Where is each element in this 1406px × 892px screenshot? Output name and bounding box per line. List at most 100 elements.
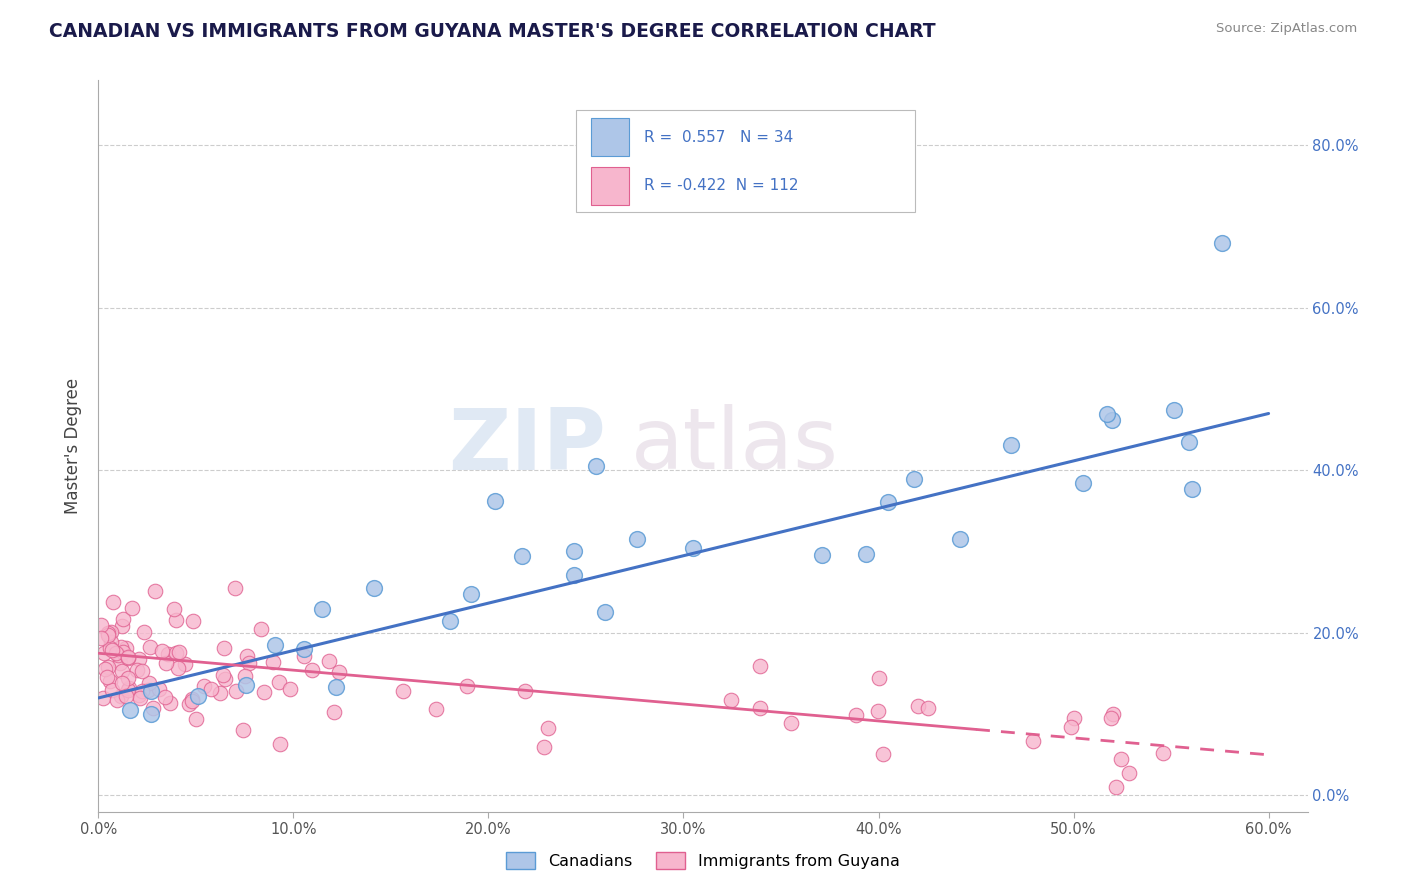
Point <box>120 703 142 717</box>
Point <box>1071 475 1094 490</box>
Point <box>94 662 117 676</box>
Point <box>184 713 207 727</box>
Y-axis label: Master's Degree: Master's Degree <box>65 378 83 514</box>
Point <box>845 708 868 723</box>
Point <box>363 581 385 595</box>
Point <box>117 671 139 685</box>
Point <box>110 640 132 655</box>
Point <box>328 665 350 680</box>
Point <box>749 700 772 714</box>
Point <box>1211 235 1233 250</box>
Point <box>484 493 506 508</box>
Point <box>224 581 246 595</box>
Point <box>100 624 122 639</box>
Point <box>212 641 235 656</box>
Point <box>107 648 129 663</box>
Point <box>214 672 236 686</box>
Text: ZIP: ZIP <box>449 404 606 488</box>
Point <box>562 543 585 558</box>
Point <box>318 654 340 668</box>
Point <box>903 472 925 486</box>
Point <box>1109 752 1132 766</box>
Point <box>301 663 323 677</box>
Point <box>211 668 233 682</box>
Point <box>91 691 114 706</box>
Point <box>949 532 972 546</box>
Point <box>425 702 447 716</box>
Point <box>593 606 616 620</box>
Point <box>456 680 478 694</box>
Point <box>510 549 533 563</box>
Point <box>1101 413 1123 427</box>
Point <box>174 657 197 671</box>
Point <box>855 547 877 561</box>
Point <box>1000 438 1022 452</box>
Point <box>292 649 315 664</box>
Point <box>1181 482 1204 496</box>
Point <box>101 683 124 698</box>
Point <box>159 696 181 710</box>
Point <box>392 683 415 698</box>
FancyBboxPatch shape <box>576 110 915 212</box>
Point <box>917 701 939 715</box>
Point <box>141 707 163 722</box>
Point <box>682 541 704 555</box>
Point <box>720 693 742 707</box>
Point <box>100 635 122 649</box>
Point <box>907 699 929 714</box>
Point <box>163 602 186 616</box>
Point <box>131 665 153 679</box>
Point <box>225 683 247 698</box>
Point <box>90 617 112 632</box>
Point <box>129 691 152 706</box>
Point <box>166 660 188 674</box>
Point <box>1022 734 1045 748</box>
Point <box>193 679 215 693</box>
Point <box>233 669 256 683</box>
Point <box>90 631 112 645</box>
Point <box>121 601 143 615</box>
Point <box>626 533 648 547</box>
Point <box>537 722 560 736</box>
Point <box>112 612 135 626</box>
Legend: Canadians, Immigrants from Guyana: Canadians, Immigrants from Guyana <box>501 846 905 875</box>
Point <box>117 682 139 697</box>
Point <box>1095 407 1118 421</box>
Point <box>232 723 254 738</box>
Point <box>169 644 191 658</box>
Point <box>145 583 167 598</box>
Point <box>115 640 138 655</box>
Point <box>253 685 276 699</box>
Point <box>98 640 121 655</box>
Text: R = -0.422  N = 112: R = -0.422 N = 112 <box>644 178 799 193</box>
Point <box>98 673 121 688</box>
Point <box>111 619 134 633</box>
Point <box>235 648 257 663</box>
Point <box>131 684 153 698</box>
Point <box>97 626 120 640</box>
Point <box>180 692 202 706</box>
Point <box>111 664 134 678</box>
Point <box>1063 711 1085 725</box>
Point <box>187 689 209 703</box>
Point <box>128 652 150 666</box>
Point <box>150 643 173 657</box>
Point <box>165 646 187 660</box>
Point <box>209 686 232 700</box>
Point <box>142 701 165 715</box>
Point <box>128 688 150 702</box>
Point <box>117 651 139 665</box>
Point <box>96 660 118 674</box>
Point <box>264 638 287 652</box>
Point <box>1099 711 1122 725</box>
Point <box>138 683 160 698</box>
Point <box>1152 747 1174 761</box>
Point <box>585 459 607 474</box>
Point <box>97 628 120 642</box>
Point <box>779 716 801 731</box>
Text: CANADIAN VS IMMIGRANTS FROM GUYANA MASTER'S DEGREE CORRELATION CHART: CANADIAN VS IMMIGRANTS FROM GUYANA MASTE… <box>49 22 936 41</box>
Point <box>200 682 222 697</box>
Point <box>872 747 894 762</box>
Point <box>868 671 890 685</box>
Point <box>269 738 291 752</box>
